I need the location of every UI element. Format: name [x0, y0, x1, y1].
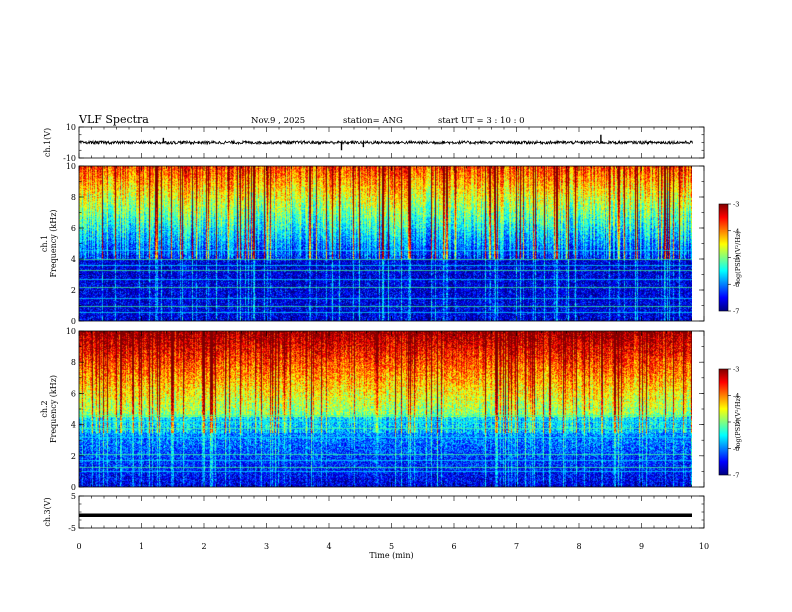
colorbar-scale — [718, 203, 729, 312]
spectrogram-image — [79, 331, 692, 487]
x-axis-label: Time (min) — [369, 551, 413, 560]
y-tick-label: 8 — [71, 358, 76, 367]
ch2-spectrogram — [79, 331, 692, 487]
colorbar-tick-label: -4 — [733, 392, 739, 400]
x-tick-label: 10 — [699, 542, 709, 551]
ch3-ylabel: ch.3(V) — [43, 497, 52, 526]
y-tick-label: 2 — [71, 452, 76, 461]
ch2-freq-ylabel: Frequency (kHz) — [49, 375, 58, 443]
x-tick-label: 6 — [451, 542, 456, 551]
x-tick-label: 8 — [576, 542, 581, 551]
station-label: station= ANG — [343, 116, 403, 126]
colorbar-tick-label: -6 — [733, 445, 739, 453]
y-tick-label: 4 — [71, 421, 76, 430]
axis-ticks — [78, 126, 705, 529]
y-tick-label: 10 — [66, 123, 76, 132]
ch1-waveform — [78, 134, 693, 151]
y-tick-label: 6 — [71, 224, 76, 233]
y-tick-label: 5 — [71, 492, 76, 501]
y-tick-label: 0 — [71, 483, 76, 492]
y-tick-label: 0 — [71, 317, 76, 326]
y-tick-label: -5 — [68, 524, 76, 533]
x-tick-label: 3 — [264, 542, 269, 551]
start-time-label: start UT = 3 : 10 : 0 — [438, 116, 525, 126]
colorbar-label: log(PSD)(V²/Hz) — [734, 231, 742, 284]
ch1-spec-ylabel: ch.1 — [40, 235, 49, 252]
ch1-freq-ylabel: Frequency (kHz) — [49, 209, 58, 277]
y-tick-label: 4 — [71, 255, 76, 264]
y-tick-label: 10 — [66, 327, 76, 336]
colorbar-tick-label: -3 — [733, 201, 739, 209]
ch2-spec-ylabel: ch.2 — [40, 400, 49, 417]
colorbar-scale — [718, 368, 729, 476]
y-tick-label: 10 — [66, 162, 76, 171]
colorbar-1: -3 -4 -5 -6 -7 log(PSD)(V²/Hz) — [718, 201, 742, 316]
colorbar-tick-label: -5 — [733, 254, 739, 262]
colorbar-label: log(PSD)(V²/Hz) — [734, 395, 742, 448]
ch1-ylabel: ch.1(V) — [43, 128, 52, 157]
colorbar-2: -3 -4 -5 -6 -7 log(PSD)(V²/Hz) — [718, 366, 742, 480]
x-tick-label: 4 — [326, 542, 331, 551]
y-tick-label: 8 — [71, 193, 76, 202]
y-tick-label: 6 — [71, 389, 76, 398]
x-tick-label: 2 — [201, 542, 206, 551]
y-tick-label: 2 — [71, 286, 76, 295]
y-tick-label: -10 — [63, 154, 76, 163]
ch1-trace — [78, 139, 693, 146]
colorbar-tick-label: -4 — [733, 227, 739, 235]
colorbar-tick-label: -6 — [733, 281, 739, 289]
ch1-spectrogram — [79, 166, 692, 321]
x-tick-label: 7 — [514, 542, 519, 551]
chart-title: VLF Spectra — [79, 113, 149, 126]
colorbar-tick-label: -5 — [733, 419, 739, 427]
x-tick-label: 1 — [139, 542, 144, 551]
spectrogram-image — [79, 166, 692, 321]
x-tick-label: 0 — [76, 542, 81, 551]
x-tick-label: 5 — [389, 542, 394, 551]
x-tick-label: 9 — [639, 542, 644, 551]
date-label: Nov.9 , 2025 — [251, 116, 306, 126]
colorbar-tick-label: -7 — [733, 308, 739, 316]
colorbar-tick-label: -7 — [733, 472, 739, 480]
colorbar-tick-label: -3 — [733, 366, 739, 374]
